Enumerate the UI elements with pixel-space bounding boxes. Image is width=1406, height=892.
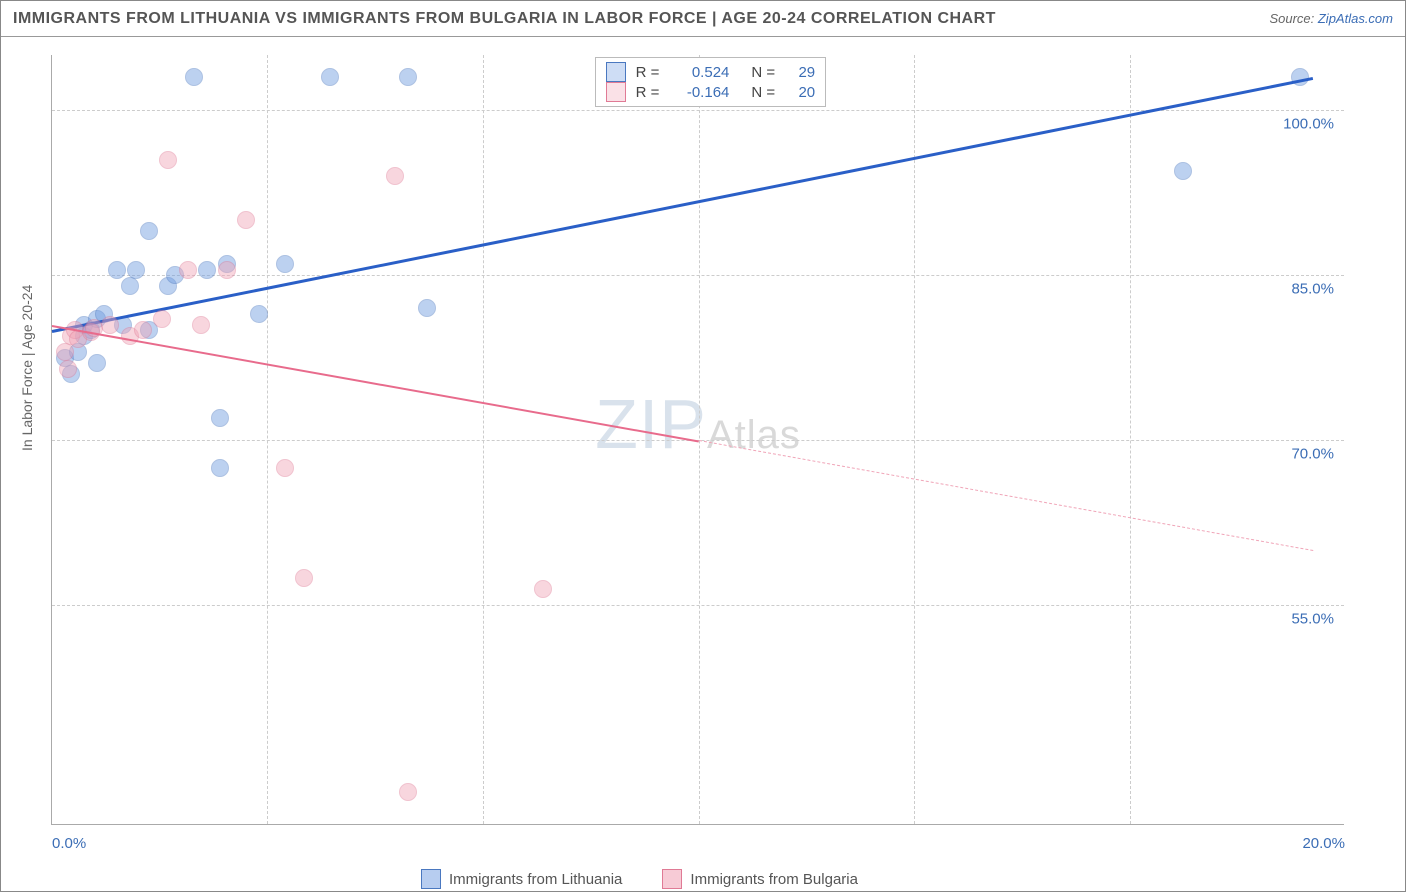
trend-line (52, 77, 1313, 333)
data-point (276, 459, 294, 477)
data-point (127, 261, 145, 279)
legend-swatch-icon (662, 869, 682, 889)
plot-area: ZIPAtlas 55.0%70.0%85.0%100.0%0.0%20.0%R… (51, 55, 1344, 825)
data-point (153, 310, 171, 328)
data-point (185, 68, 203, 86)
stats-legend-row: R =-0.164N =20 (606, 82, 816, 102)
gridline-v (1130, 55, 1131, 824)
y-axis-label: In Labor Force | Age 20-24 (19, 285, 35, 451)
data-point (134, 321, 152, 339)
data-point (140, 222, 158, 240)
r-value: 0.524 (669, 64, 729, 81)
data-point (88, 354, 106, 372)
gridline-v (483, 55, 484, 824)
bottom-legend: Immigrants from Lithuania Immigrants fro… (421, 869, 858, 889)
legend-item-bulgaria: Immigrants from Bulgaria (662, 869, 858, 889)
source-label: Source: ZipAtlas.com (1269, 11, 1393, 26)
stats-legend-row: R =0.524N =29 (606, 62, 816, 82)
source-link[interactable]: ZipAtlas.com (1318, 11, 1393, 26)
data-point (121, 277, 139, 295)
trend-line (698, 440, 1312, 551)
data-point (534, 580, 552, 598)
xtick-label: 20.0% (1302, 835, 1345, 852)
data-point (386, 167, 404, 185)
gridline-v (914, 55, 915, 824)
n-value: 29 (785, 64, 815, 81)
ytick-label: 70.0% (1291, 446, 1334, 463)
data-point (211, 459, 229, 477)
n-value: 20 (785, 84, 815, 101)
ytick-label: 55.0% (1291, 611, 1334, 628)
legend-swatch-icon (421, 869, 441, 889)
legend-swatch-icon (606, 62, 626, 82)
stats-legend: R =0.524N =29R =-0.164N =20 (595, 57, 827, 107)
xtick-label: 0.0% (52, 835, 86, 852)
data-point (237, 211, 255, 229)
title-bar: IMMIGRANTS FROM LITHUANIA VS IMMIGRANTS … (1, 1, 1405, 37)
data-point (250, 305, 268, 323)
data-point (211, 409, 229, 427)
legend-item-lithuania: Immigrants from Lithuania (421, 869, 622, 889)
data-point (321, 68, 339, 86)
r-value: -0.164 (669, 84, 729, 101)
data-point (1174, 162, 1192, 180)
data-point (218, 261, 236, 279)
trend-line (52, 325, 699, 442)
data-point (101, 316, 119, 334)
chart-title: IMMIGRANTS FROM LITHUANIA VS IMMIGRANTS … (13, 10, 996, 28)
data-point (179, 261, 197, 279)
data-point (295, 569, 313, 587)
legend-label: Immigrants from Lithuania (449, 871, 622, 888)
gridline-v (267, 55, 268, 824)
data-point (159, 151, 177, 169)
data-point (276, 255, 294, 273)
data-point (108, 261, 126, 279)
data-point (198, 261, 216, 279)
chart-container: IMMIGRANTS FROM LITHUANIA VS IMMIGRANTS … (0, 0, 1406, 892)
data-point (192, 316, 210, 334)
ytick-label: 85.0% (1291, 281, 1334, 298)
ytick-label: 100.0% (1283, 116, 1334, 133)
legend-label: Immigrants from Bulgaria (690, 871, 858, 888)
data-point (399, 783, 417, 801)
data-point (418, 299, 436, 317)
data-point (59, 360, 77, 378)
data-point (399, 68, 417, 86)
legend-swatch-icon (606, 82, 626, 102)
